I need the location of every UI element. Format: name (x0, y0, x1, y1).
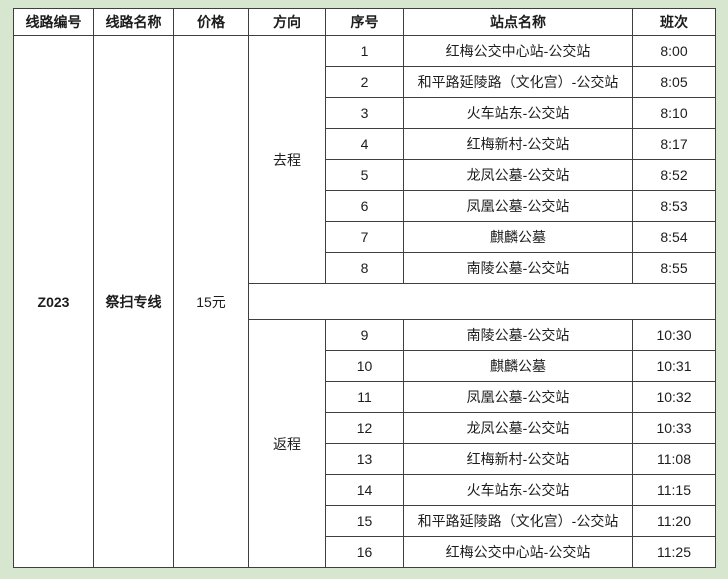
stop-seq: 16 (325, 536, 404, 568)
stop-seq: 12 (325, 412, 404, 444)
direction-cell-outbound: 去程 (248, 35, 326, 284)
stop-seq: 13 (325, 443, 404, 475)
stop-station: 南陵公墓-公交站 (403, 252, 633, 284)
header-station: 站点名称 (403, 8, 633, 36)
stop-time: 10:30 (632, 319, 716, 351)
stop-station: 火车站东-公交站 (403, 97, 633, 129)
stop-time: 8:52 (632, 159, 716, 191)
header-price: 价格 (173, 8, 249, 36)
header-direction: 方向 (248, 8, 326, 36)
stop-time: 10:31 (632, 350, 716, 382)
stop-seq: 1 (325, 35, 404, 67)
stop-seq: 11 (325, 381, 404, 413)
stop-seq: 5 (325, 159, 404, 191)
table-row: 2 和平路延陵路（文化宫）-公交站 8:05 (14, 66, 716, 98)
separator-cell (248, 283, 716, 320)
stop-station: 麒麟公墓 (403, 221, 633, 253)
direction-cell-return: 返程 (248, 319, 326, 568)
stop-station: 凤凰公墓-公交站 (403, 381, 633, 413)
table-row: 14 火车站东-公交站 11:15 (14, 474, 716, 506)
stop-seq: 14 (325, 474, 404, 506)
stop-time: 8:05 (632, 66, 716, 98)
stop-station: 红梅公交中心站-公交站 (403, 35, 633, 67)
stop-station: 龙凤公墓-公交站 (403, 412, 633, 444)
stop-time: 8:53 (632, 190, 716, 222)
stop-station: 南陵公墓-公交站 (403, 319, 633, 351)
bus-schedule-table: 线路编号 线路名称 价格 方向 序号 站点名称 班次 Z023 祭扫专线 15元 去程… (13, 8, 716, 568)
stop-seq: 15 (325, 505, 404, 537)
table-row: 15 和平路延陵路（文化宫）-公交站 11:20 (14, 505, 716, 537)
stop-seq: 10 (325, 350, 404, 382)
stop-time: 10:32 (632, 381, 716, 413)
stop-seq: 6 (325, 190, 404, 222)
stop-station: 和平路延陵路（文化宫）-公交站 (403, 66, 633, 98)
stop-seq: 4 (325, 128, 404, 160)
stop-station: 红梅公交中心站-公交站 (403, 536, 633, 568)
stop-station: 凤凰公墓-公交站 (403, 190, 633, 222)
route-price-cell: 15元 (173, 35, 249, 568)
header-route-name: 线路名称 (93, 8, 174, 36)
table-row: 5 龙凤公墓-公交站 8:52 (14, 159, 716, 191)
stop-time: 8:00 (632, 35, 716, 67)
header-seq: 序号 (325, 8, 404, 36)
stop-station: 红梅新村-公交站 (403, 443, 633, 475)
table-row: Z023 祭扫专线 15元 去程 1 红梅公交中心站-公交站 8:00 (13, 35, 716, 568)
stop-time: 10:33 (632, 412, 716, 444)
table-row: 6 凤凰公墓-公交站 8:53 (14, 190, 716, 222)
stop-time: 11:15 (632, 474, 716, 506)
stop-seq: 2 (325, 66, 404, 98)
stop-time: 11:25 (632, 536, 716, 568)
stop-time: 8:17 (632, 128, 716, 160)
stop-time: 11:20 (632, 505, 716, 537)
stop-station: 麒麟公墓 (403, 350, 633, 382)
stop-time: 11:08 (632, 443, 716, 475)
stop-seq: 7 (325, 221, 404, 253)
route-name-cell: 祭扫专线 (93, 35, 174, 568)
stop-station: 红梅新村-公交站 (403, 128, 633, 160)
header-route-code: 线路编号 (13, 8, 94, 36)
table-row: 3 火车站东-公交站 8:10 (14, 97, 716, 129)
stop-time: 8:54 (632, 221, 716, 253)
separator-row (14, 283, 716, 320)
table-row: 16 红梅公交中心站-公交站 11:25 (14, 536, 716, 568)
table-row: 10 麒麟公墓 10:31 (14, 350, 716, 382)
stop-seq: 9 (325, 319, 404, 351)
stop-station: 和平路延陵路（文化宫）-公交站 (403, 505, 633, 537)
table-row: 13 红梅新村-公交站 11:08 (14, 443, 716, 475)
table-row: 8 南陵公墓-公交站 8:55 (14, 252, 716, 284)
stop-time: 8:55 (632, 252, 716, 284)
stop-seq: 3 (325, 97, 404, 129)
stop-seq: 8 (325, 252, 404, 284)
header-row: 线路编号 线路名称 价格 方向 序号 站点名称 班次 (13, 8, 716, 36)
stop-time: 8:10 (632, 97, 716, 129)
stop-station: 龙凤公墓-公交站 (403, 159, 633, 191)
route-code-cell: Z023 (13, 35, 94, 568)
stop-station: 火车站东-公交站 (403, 474, 633, 506)
header-time: 班次 (632, 8, 716, 36)
